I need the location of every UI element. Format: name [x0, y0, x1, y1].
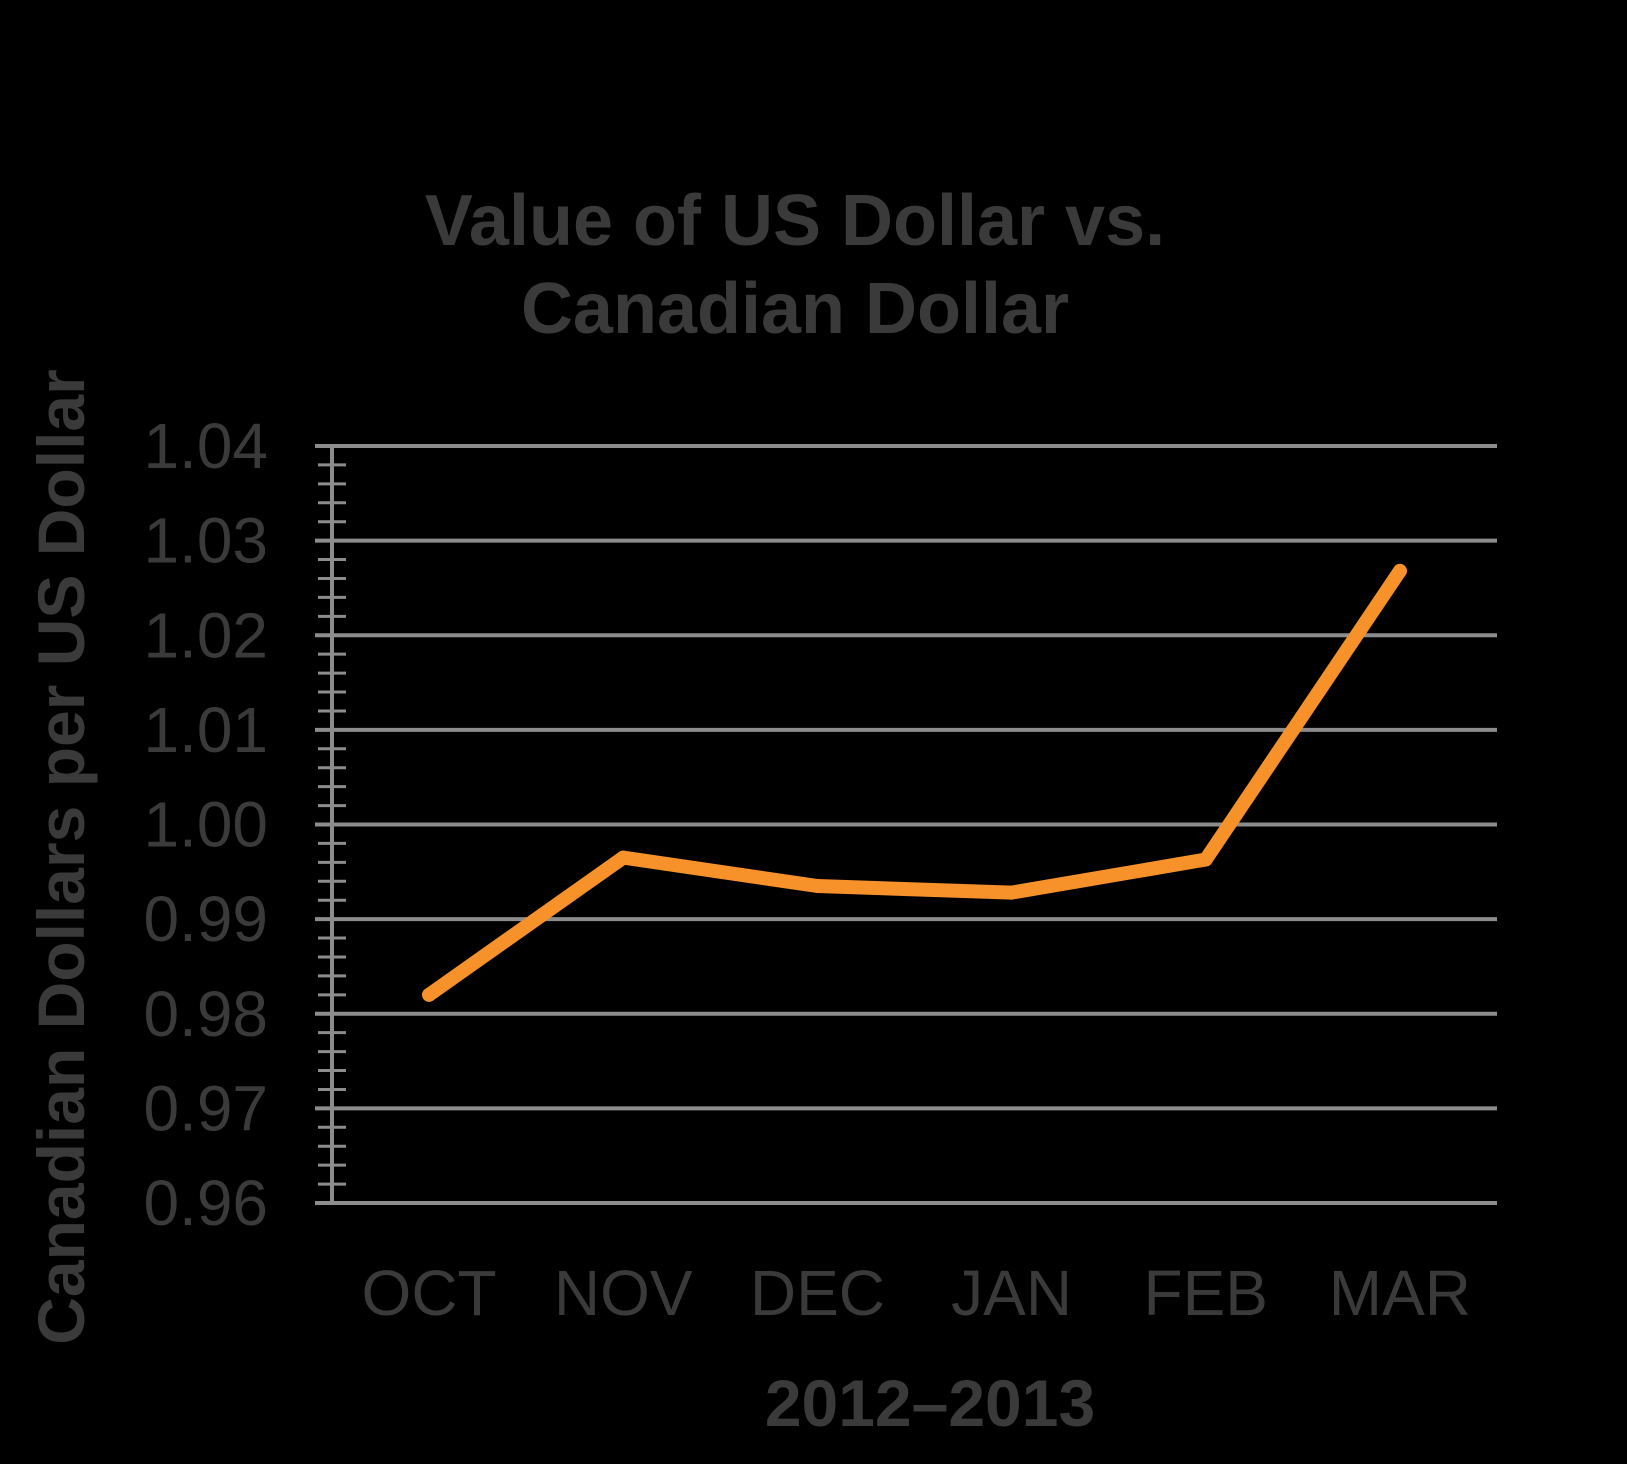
data-point [1198, 852, 1213, 867]
data-point [1004, 885, 1019, 900]
series-line [422, 563, 1407, 1002]
x-tick-label: NOV [554, 1257, 693, 1329]
y-tick-label: 0.96 [143, 1167, 268, 1239]
data-point [616, 850, 631, 865]
y-tick-label: 1.04 [143, 410, 268, 482]
data-point [810, 879, 825, 894]
y-tick-label: 0.99 [143, 883, 268, 955]
chart-title-line-2: Canadian Dollar [521, 269, 1069, 349]
chart-title-line-1: Value of US Dollar vs. [425, 181, 1165, 261]
y-tick-label: 1.01 [143, 694, 268, 766]
x-tick-label: JAN [951, 1257, 1072, 1329]
y-axis-title: Canadian Dollars per US Dollar [24, 369, 98, 1345]
x-axis-title: 2012–2013 [765, 1366, 1095, 1440]
y-axis [318, 444, 346, 1205]
data-point [1392, 563, 1407, 578]
x-tick-labels: OCT NOV DEC JAN FEB MAR [362, 1257, 1471, 1329]
series [422, 563, 1407, 1002]
y-tick-label: 1.00 [143, 789, 268, 861]
data-point [422, 987, 437, 1002]
x-tick-label: FEB [1144, 1257, 1268, 1329]
y-tick-label: 0.97 [143, 1072, 268, 1144]
chart-title: Value of US Dollar vs. Canadian Dollar [425, 181, 1165, 349]
x-tick-label: DEC [750, 1257, 885, 1329]
y-tick-label: 1.02 [143, 599, 268, 671]
y-tick-label: 0.98 [143, 978, 268, 1050]
x-tick-label: MAR [1329, 1257, 1471, 1329]
gridlines [315, 444, 1497, 1205]
y-tick-label: 1.03 [143, 505, 268, 577]
x-tick-label: OCT [362, 1257, 497, 1329]
y-tick-labels: 0.96 0.97 0.98 0.99 1.00 1.01 1.02 1.03 1.04 [143, 410, 268, 1239]
